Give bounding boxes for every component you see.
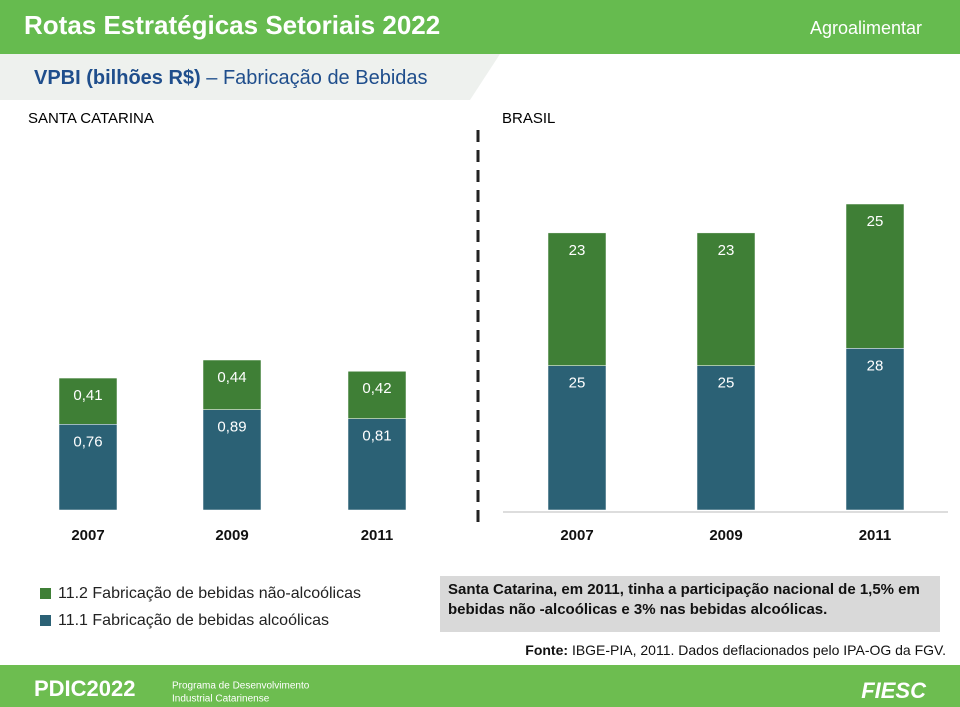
bar-segment: [58, 377, 118, 425]
legend-swatch: [40, 615, 51, 626]
data-label: 0,81: [362, 428, 391, 445]
bar-segment: [696, 232, 756, 366]
data-label: 25: [867, 213, 884, 230]
source: Fonte: IBGE-PIA, 2011. Dados deflacionad…: [525, 642, 946, 658]
chart-title: SANTA CATARINA: [28, 110, 154, 127]
data-label: 0,76: [73, 433, 102, 450]
bar-segment: [547, 232, 607, 366]
legend-label: 11.2 Fabricação de bebidas não-alcoólica…: [58, 585, 361, 602]
data-label: 28: [867, 357, 884, 374]
data-label: 23: [718, 242, 735, 259]
data-label: 0,89: [217, 419, 246, 436]
data-label: 0,44: [217, 369, 246, 386]
bar-segment: [845, 348, 905, 511]
legend: 11.2 Fabricação de bebidas não-alcoólica…: [40, 585, 361, 629]
data-label: 23: [569, 242, 586, 259]
legend-swatch: [40, 588, 51, 599]
footer-program: Industrial Catarinense: [172, 694, 270, 705]
subtitle-topic: – Fabricação de Bebidas: [206, 67, 427, 89]
chart-title: BRASIL: [502, 110, 555, 127]
footer-program: Programa de Desenvolvimento: [172, 681, 310, 692]
footer-band: [0, 665, 960, 707]
note-wrap: Santa Catarina, em 2011, tinha a partici…: [448, 581, 920, 618]
note: Santa Catarina, em 2011, tinha a partici…: [448, 581, 920, 618]
x-tick-label: 2011: [859, 527, 892, 544]
header-sector: Agroalimentar: [810, 18, 922, 38]
data-label: 0,41: [73, 387, 102, 404]
x-tick-label: 2009: [215, 527, 248, 544]
data-label: 25: [718, 375, 735, 392]
source-text: IBGE-PIA, 2011. Dados deflacionados pelo…: [572, 642, 946, 658]
note-box: [440, 576, 940, 632]
bar-segment: [202, 359, 262, 410]
bar-segment: [347, 371, 407, 419]
header-band: [0, 0, 960, 54]
data-label: 0,42: [362, 380, 391, 397]
data-label: 25: [569, 375, 586, 392]
bar-segment: [58, 424, 118, 511]
subtitle-measure: VPBI (bilhões R$): [34, 67, 201, 89]
bar-segment: [696, 365, 756, 511]
footer-logo: PDIC2022: [34, 676, 136, 701]
source-label: Fonte:: [525, 642, 568, 658]
subtitle: VPBI (bilhões R$) – Fabricação de Bebida…: [34, 67, 428, 89]
x-tick-label: 2011: [361, 527, 394, 544]
header-title: Rotas Estratégicas Setoriais 2022: [24, 10, 440, 40]
legend-label: 11.1 Fabricação de bebidas alcoólicas: [58, 612, 329, 629]
subtitle-band: [0, 54, 500, 100]
bar-segment: [845, 203, 905, 349]
bar-segment: [547, 365, 607, 511]
x-tick-label: 2009: [709, 527, 742, 544]
x-tick-label: 2007: [560, 527, 593, 544]
x-tick-label: 2007: [71, 527, 104, 544]
footer-org: FIESC: [861, 678, 927, 703]
